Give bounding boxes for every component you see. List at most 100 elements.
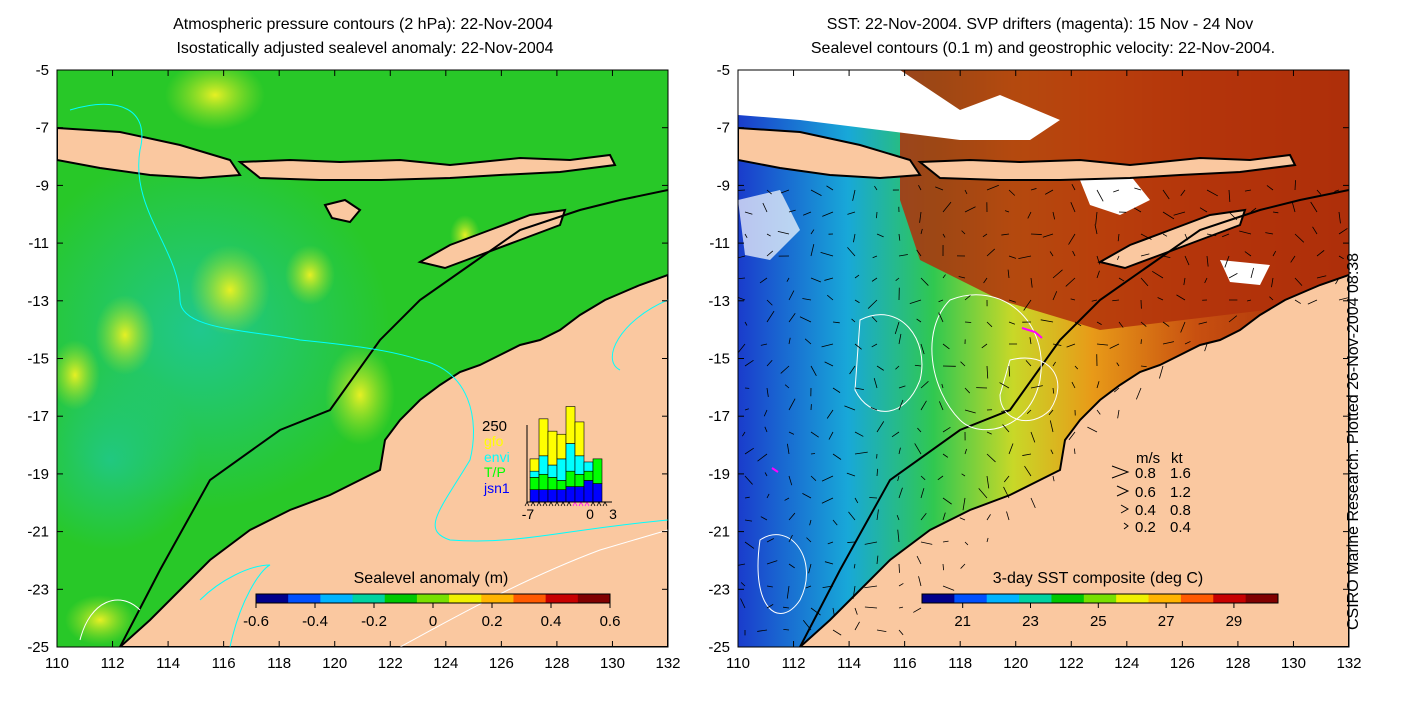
velocity-vector bbox=[986, 475, 990, 489]
velocity-vector bbox=[1294, 277, 1303, 286]
velocity-vector bbox=[832, 607, 835, 616]
velocity-vector bbox=[942, 233, 946, 238]
velocity-vector bbox=[738, 277, 746, 279]
velocity-vector bbox=[1294, 299, 1301, 304]
velocity-vector bbox=[740, 582, 746, 587]
velocity-vector bbox=[942, 497, 952, 505]
velocity-vector bbox=[826, 409, 834, 419]
velocity-vector bbox=[1184, 255, 1190, 266]
velocity-legend-kt-header: kt bbox=[1171, 450, 1184, 467]
x-tick-label: 124 bbox=[433, 655, 458, 672]
velocity-vector bbox=[894, 321, 900, 335]
velocity-vector bbox=[1071, 381, 1076, 389]
velocity-vector bbox=[897, 475, 900, 482]
velocity-vector bbox=[786, 585, 790, 599]
velocity-vector bbox=[738, 343, 746, 353]
velocity-vector bbox=[1118, 277, 1125, 282]
velocity-vector bbox=[917, 427, 922, 433]
velocity-vector bbox=[1049, 251, 1054, 257]
velocity-vector bbox=[962, 497, 966, 511]
pressure-contour bbox=[79, 599, 141, 641]
velocity-legend: m/s kt 0.8 1.6 0.6 1.2 0.4 0.8 0.2 0.4 bbox=[1111, 450, 1191, 536]
velocity-vector bbox=[847, 541, 856, 543]
velocity-vector bbox=[964, 448, 967, 455]
velocity-vector bbox=[920, 475, 926, 481]
inset-xtick: -7 bbox=[522, 506, 535, 522]
velocity-vector bbox=[744, 496, 750, 499]
velocity-vector bbox=[803, 211, 812, 216]
velocity-vector bbox=[821, 497, 834, 504]
velocity-vector bbox=[986, 514, 991, 521]
velocity-vector bbox=[942, 426, 951, 433]
velocity-vector bbox=[1030, 497, 1036, 509]
y-tick-label: -5 bbox=[717, 62, 730, 79]
velocity-vector bbox=[1052, 343, 1062, 346]
velocity-vector bbox=[804, 338, 812, 345]
velocity-vector bbox=[873, 378, 878, 389]
velocity-vector bbox=[810, 431, 819, 438]
velocity-vector bbox=[1162, 255, 1171, 259]
velocity-legend-kt: 1.2 bbox=[1170, 484, 1191, 501]
velocity-legend-ms: 0.4 bbox=[1135, 502, 1156, 519]
velocity-vector bbox=[986, 365, 989, 379]
velocity-vector bbox=[810, 365, 817, 376]
velocity-vector bbox=[1162, 233, 1168, 237]
colorbar-segment bbox=[256, 594, 289, 603]
velocity-vector bbox=[822, 585, 834, 588]
colorbar-tick-label: 25 bbox=[1090, 613, 1107, 630]
velocity-vector bbox=[1140, 277, 1149, 287]
velocity-vector bbox=[1113, 387, 1120, 393]
colorbar-tick-label: 0.6 bbox=[600, 613, 621, 630]
velocity-vector bbox=[898, 563, 900, 573]
velocity-vector bbox=[1113, 189, 1120, 193]
velocity-vector bbox=[986, 431, 992, 435]
cloud-mask bbox=[1080, 175, 1150, 215]
velocity-vector bbox=[820, 252, 834, 257]
inset-bar-segment bbox=[529, 489, 540, 503]
velocity-vector bbox=[854, 607, 858, 615]
inset-xtick: 3 bbox=[609, 506, 617, 522]
velocity-vector bbox=[1265, 232, 1274, 235]
y-tick-label: -21 bbox=[708, 524, 730, 541]
x-tick-label: 130 bbox=[1281, 655, 1306, 672]
velocity-vector bbox=[1030, 277, 1033, 288]
left-title-line2: Isostatically adjusted sealevel anomaly:… bbox=[176, 40, 554, 57]
velocity-vector bbox=[847, 211, 856, 215]
velocity-vector bbox=[1184, 341, 1191, 345]
velocity-vector bbox=[788, 475, 793, 486]
y-tick-label: -25 bbox=[27, 639, 49, 656]
velocity-legend-kt: 1.6 bbox=[1170, 465, 1191, 482]
x-tick-label: 114 bbox=[837, 655, 861, 672]
y-tick-label: -15 bbox=[27, 351, 49, 368]
velocity-vector bbox=[766, 604, 774, 609]
velocity-vector bbox=[1091, 299, 1098, 302]
colorbar-segment bbox=[922, 594, 955, 603]
velocity-vector bbox=[766, 387, 769, 398]
northern-islands bbox=[470, 70, 668, 112]
sla-high-region bbox=[95, 295, 155, 375]
inset-bar-segment bbox=[583, 480, 594, 503]
inset-bar-segment bbox=[574, 473, 585, 487]
velocity-vector bbox=[788, 563, 795, 569]
right-colorbar-label: 3-day SST composite (deg C) bbox=[993, 570, 1203, 587]
velocity-vector bbox=[1116, 255, 1120, 261]
inset-bar-segment bbox=[592, 458, 603, 484]
inset-bar-segment bbox=[574, 486, 585, 503]
velocity-vector bbox=[898, 399, 904, 411]
velocity-vector bbox=[959, 517, 966, 521]
velocity-vector bbox=[844, 405, 856, 411]
lesser-sunda-islands bbox=[917, 153, 1297, 181]
velocity-vector bbox=[874, 185, 878, 191]
colorbar-segment bbox=[352, 594, 386, 603]
velocity-vector bbox=[1291, 201, 1296, 213]
velocity-vector bbox=[854, 497, 859, 504]
velocity-vector bbox=[898, 487, 903, 499]
velocity-vector bbox=[1204, 343, 1208, 352]
colorbar-segment bbox=[577, 594, 611, 603]
velocity-vector bbox=[1228, 189, 1231, 202]
velocity-vector bbox=[1338, 211, 1341, 224]
x-tick-label: 126 bbox=[1170, 655, 1195, 672]
velocity-vector bbox=[1316, 275, 1327, 279]
left-map bbox=[57, 70, 668, 647]
